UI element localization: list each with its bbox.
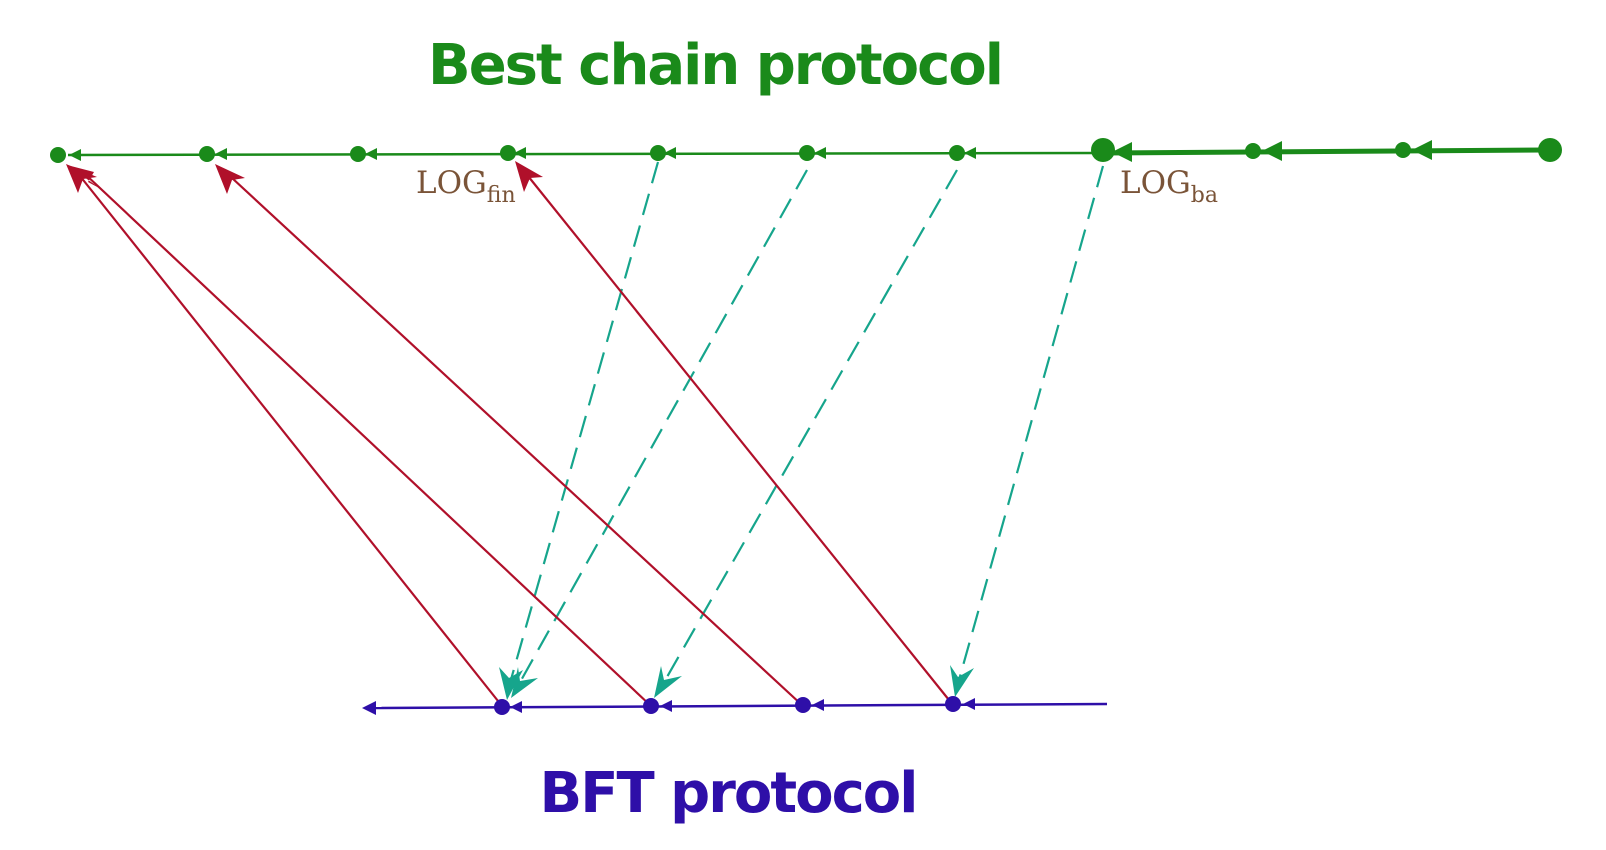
log-fin-sub: fin <box>487 183 516 208</box>
finalization-arrow <box>527 175 954 706</box>
best-chain-block <box>199 146 215 162</box>
bft-block <box>945 696 961 712</box>
snapshot-arrows <box>508 161 1105 685</box>
finalization-arrowheads <box>66 161 543 194</box>
best-chain-tip-block <box>1538 138 1562 162</box>
log-fin-label: LOGfin <box>416 165 516 208</box>
snapshot-arrowheads <box>499 665 974 700</box>
best-chain-block <box>500 145 516 161</box>
finalization-arrow <box>79 175 503 707</box>
bft-blocks <box>494 696 961 715</box>
finalization-arrow <box>231 177 804 707</box>
best-chain-block <box>350 146 366 162</box>
log-fin-main: LOG <box>416 165 487 201</box>
bft-title: BFT protocol <box>540 761 917 826</box>
best-chain-link-arrows <box>69 140 1432 162</box>
best-chain-block <box>650 145 666 161</box>
best-chain-block <box>50 147 66 163</box>
log-ba-sub: ba <box>1191 183 1218 208</box>
best-chain-block <box>1245 143 1261 159</box>
log-ba-main: LOG <box>1120 165 1191 201</box>
best-chain-block <box>1395 142 1411 158</box>
best-chain-block <box>799 145 815 161</box>
best-chain-block-log-ba <box>1091 138 1115 162</box>
bft-block <box>795 697 811 713</box>
best-chain-title: Best chain protocol <box>428 33 1002 98</box>
bft-block <box>494 699 510 715</box>
finalization-arrow <box>84 173 652 707</box>
bft-block <box>643 698 659 714</box>
best-chain-blocks <box>50 138 1562 163</box>
snapshot-arrow <box>518 169 808 685</box>
bft-link-arrows <box>362 698 975 715</box>
bft-line <box>371 702 1108 710</box>
snapshot-arrow <box>957 165 1105 681</box>
best-chain-block <box>949 145 965 161</box>
snapshot-arrow <box>508 161 660 684</box>
snapshot-arrow <box>662 169 958 685</box>
finalization-arrows <box>79 173 954 707</box>
best-chain-thick-line <box>1102 147 1546 156</box>
log-ba-label: LOGba <box>1120 165 1218 208</box>
best-chain-thin-line <box>67 151 1104 157</box>
